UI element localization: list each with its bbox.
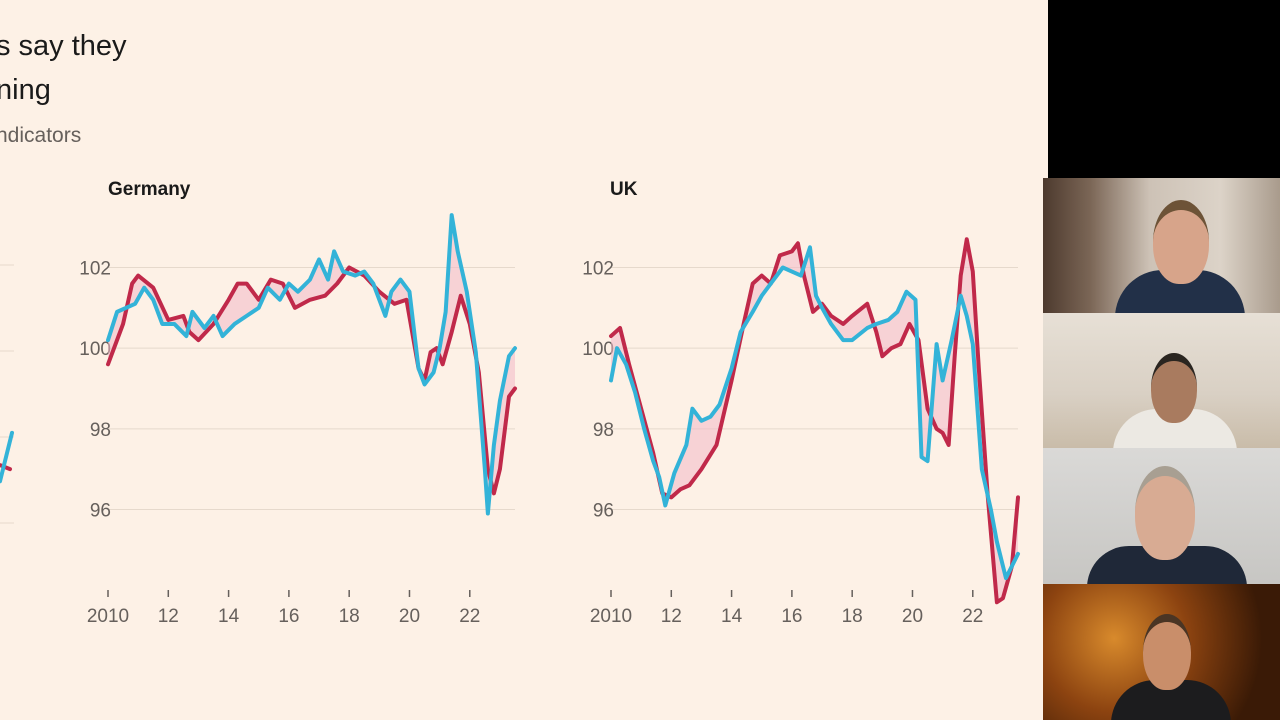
y-tick-label: 102 [582,259,614,280]
y-tick-label: 100 [79,339,111,360]
y-ticks-uk: 102 100 98 96 [582,259,614,522]
participant-video-1[interactable] [1043,178,1280,313]
x-ticks-germany: 2010 12 14 16 18 20 22 [87,590,480,627]
x-tick-label: 12 [158,606,179,627]
slide-title-line-2: ning [0,74,51,106]
chart-title-uk: UK [610,179,638,200]
y-ticks-germany: 102 100 98 96 [79,259,111,522]
series-line-1 [106,213,517,516]
difference-fill [108,215,515,514]
series-line-1 [0,430,14,484]
video-black-area [1048,0,1280,178]
participant-head [1151,353,1197,423]
x-tick-label: 12 [661,606,682,627]
participant-head [1143,614,1191,690]
chart-partial [0,264,14,524]
x-tick-label: 14 [721,606,743,627]
x-tick-label: 16 [278,606,299,627]
participant-video-4[interactable] [1043,584,1280,720]
chart-germany: Germany 102 100 98 96 2010 12 14 16 18 20 22 [79,179,517,627]
y-tick-label: 96 [90,501,111,522]
chart-uk: UK 102 100 98 96 2010 12 14 16 18 20 22 [582,179,1020,627]
series-uk [609,237,1020,605]
x-tick-label: 2010 [87,606,129,627]
charts-svg: Germany 102 100 98 96 2010 12 14 16 18 20 22 UK 1… [0,179,1020,627]
x-tick-label: 2010 [590,606,632,627]
series-line-1 [609,245,1020,581]
participant-head [1153,200,1209,284]
x-tick-label: 18 [339,606,360,627]
series-line-0 [106,265,517,496]
series-line-0 [609,237,1020,605]
y-tick-label: 102 [79,259,111,280]
x-tick-label: 20 [902,606,923,627]
x-tick-label: 14 [218,606,240,627]
x-tick-label: 22 [459,606,480,627]
series-partial [0,430,14,484]
y-tick-label: 96 [593,501,614,522]
x-tick-label: 18 [842,606,863,627]
chart-title-germany: Germany [108,179,191,200]
y-tick-label: 100 [582,339,614,360]
slide-title-line-1: s say they [0,30,127,62]
y-tick-label: 98 [593,420,614,441]
x-tick-label: 22 [962,606,983,627]
participant-video-2[interactable] [1043,313,1280,448]
participant-video-3[interactable] [1043,448,1280,584]
slide-area: s say they ning ndicators Germany 102 100… [0,0,1048,720]
participant-head [1135,466,1195,560]
x-tick-label: 20 [399,606,420,627]
slide-subtitle: ndicators [0,124,82,147]
x-ticks-uk: 2010 12 14 16 18 20 22 [590,590,983,627]
y-tick-label: 98 [90,420,111,441]
series-germany [106,213,517,516]
x-tick-label: 16 [781,606,802,627]
